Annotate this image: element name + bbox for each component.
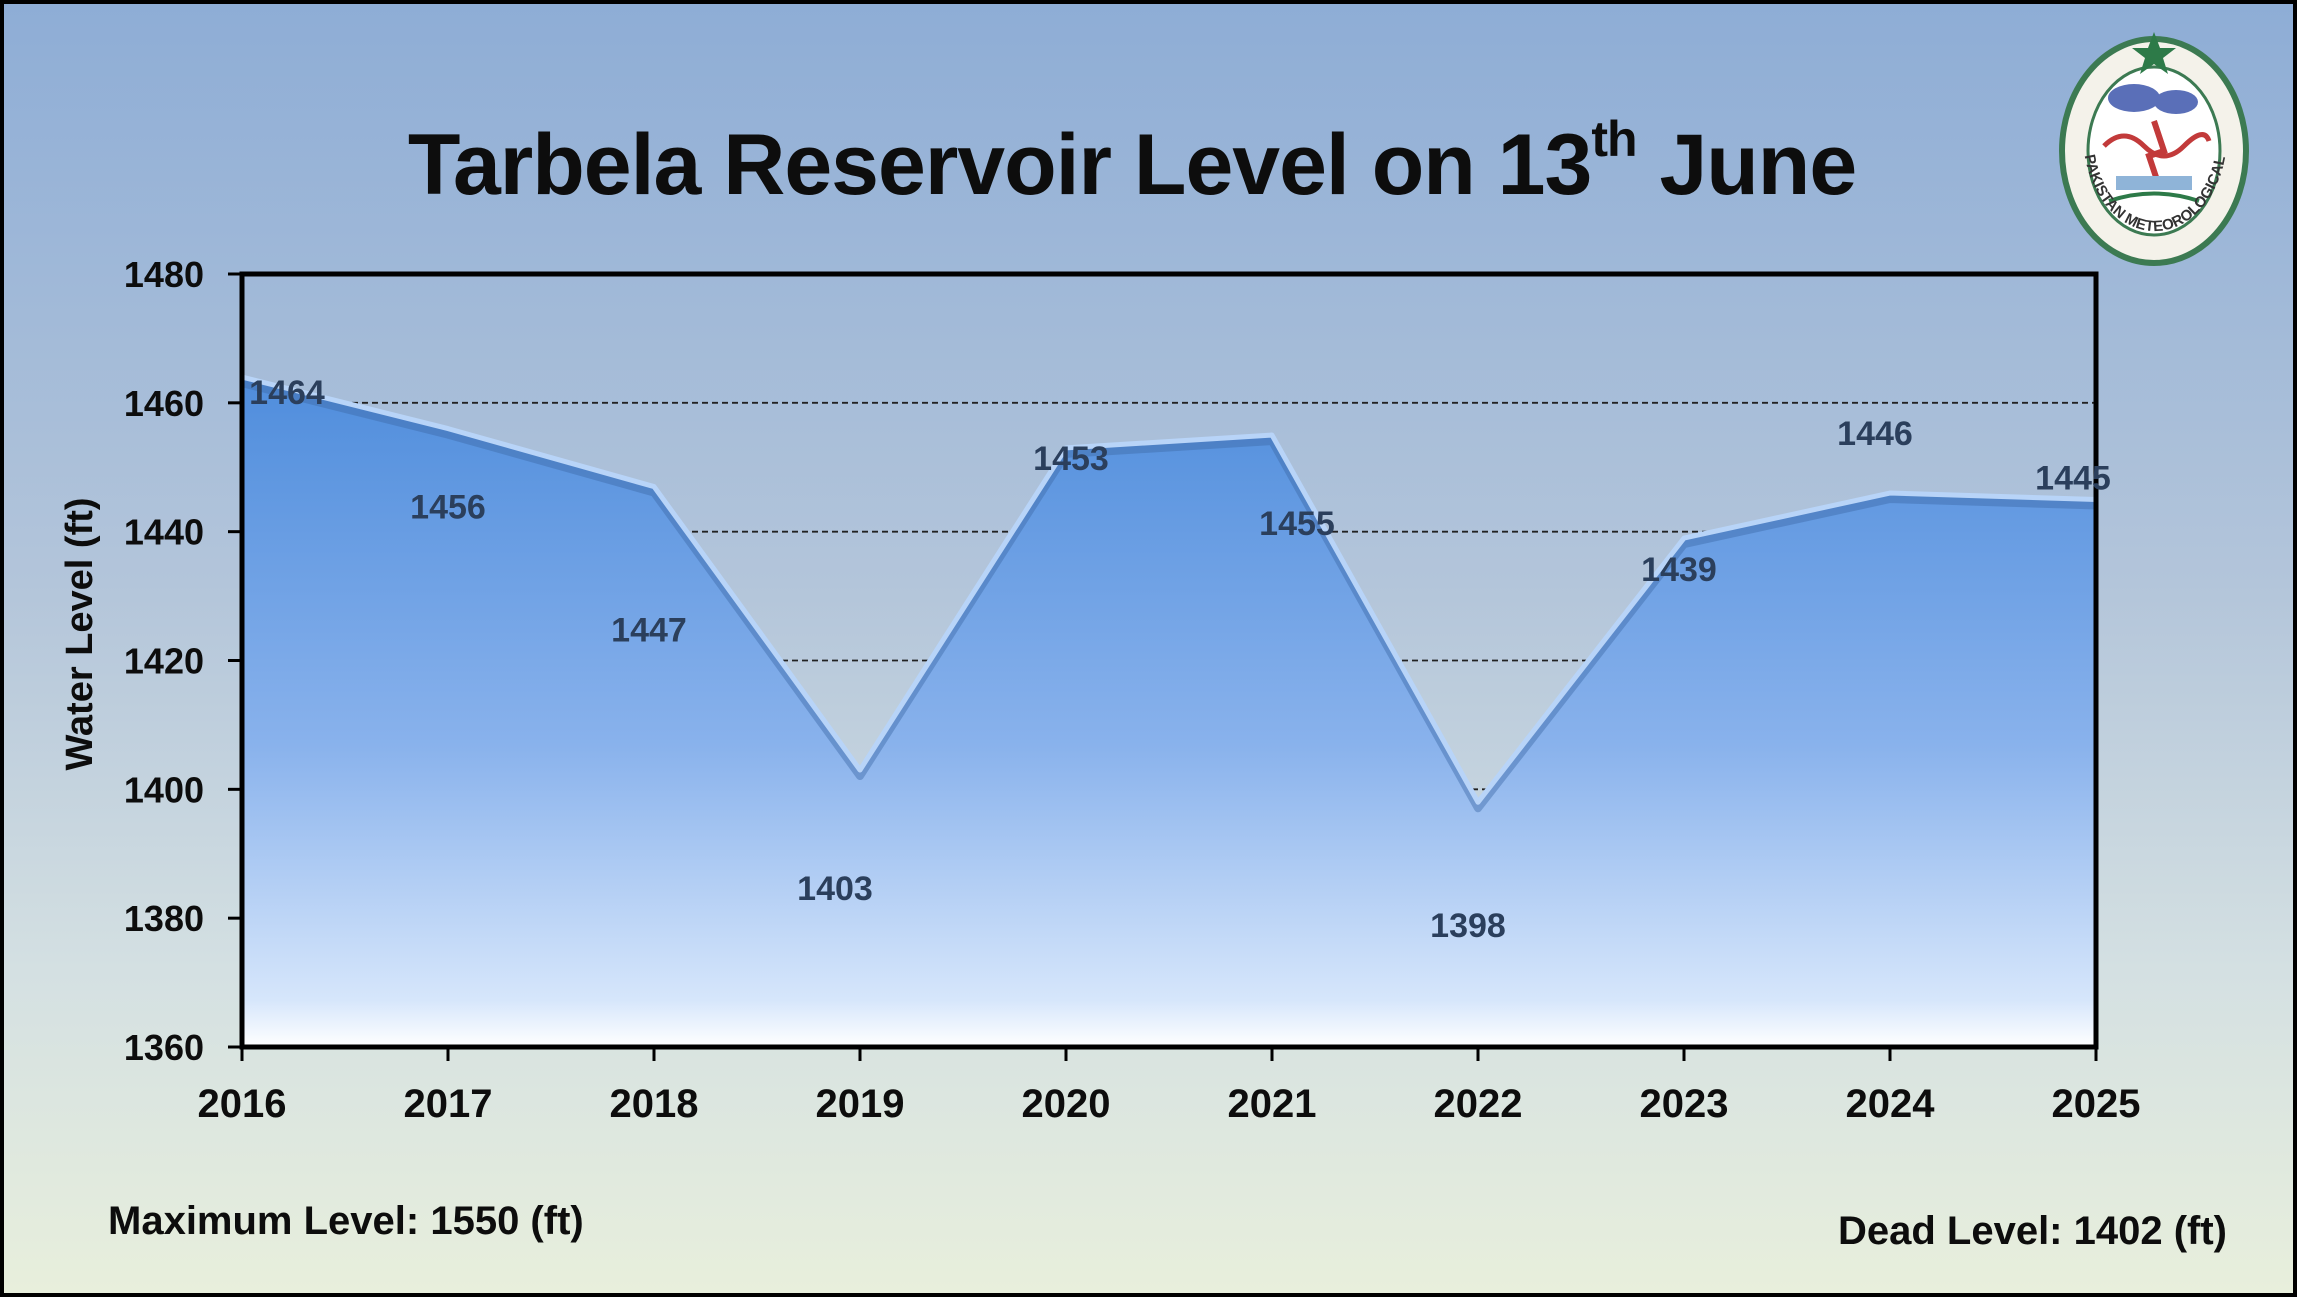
data-label: 1439 xyxy=(1641,551,1717,589)
data-label: 1398 xyxy=(1430,907,1506,945)
data-label: 1403 xyxy=(797,870,873,908)
data-label: 1453 xyxy=(1033,440,1109,478)
y-tick-label: 1440 xyxy=(124,512,204,553)
x-tick-label: 2018 xyxy=(610,1082,699,1126)
x-tick-label: 2019 xyxy=(816,1082,905,1126)
area-edge-shadow xyxy=(241,379,2097,813)
pmd-seal-logo: PAKISTAN METEOROLOGICAL DEPARTMENT xyxy=(2054,26,2249,266)
area-edge xyxy=(241,374,2097,805)
y-axis: 1360 1380 1400 1420 1440 1460 1480 xyxy=(124,254,242,1068)
x-tick-label: 2020 xyxy=(1022,1082,1111,1126)
x-tick-label: 2023 xyxy=(1640,1082,1729,1126)
x-tick-label: 2024 xyxy=(1846,1082,1936,1126)
x-tick-label: 2025 xyxy=(2052,1082,2141,1126)
data-label: 1447 xyxy=(611,612,687,650)
x-tick-label: 2017 xyxy=(404,1082,493,1126)
data-label: 1456 xyxy=(410,489,486,527)
y-tick-label: 1420 xyxy=(124,641,204,682)
data-labels: 1464 1456 1447 1403 1453 1455 1398 1439 1446 1445 xyxy=(249,374,2111,945)
data-label: 1445 xyxy=(2035,459,2111,497)
x-tick-label: 2016 xyxy=(198,1082,287,1126)
y-tick-label: 1380 xyxy=(124,898,204,939)
y-tick-label: 1360 xyxy=(124,1027,204,1068)
data-label: 1464 xyxy=(249,374,325,412)
area-fill xyxy=(242,377,2096,1048)
y-tick-label: 1460 xyxy=(124,383,204,424)
x-tick-label: 2021 xyxy=(1228,1082,1317,1126)
data-label: 1455 xyxy=(1259,505,1335,543)
y-tick-label: 1400 xyxy=(124,769,204,810)
area-series xyxy=(241,374,2097,1048)
maximum-level-note: Maximum Level: 1550 (ft) xyxy=(108,1199,584,1243)
x-tick-label: 2022 xyxy=(1434,1082,1523,1126)
data-label: 1446 xyxy=(1837,415,1913,453)
chart-title: Tarbela Reservoir Level on 13th June xyxy=(407,111,1857,213)
y-tick-label: 1480 xyxy=(124,254,204,295)
x-axis: 2016 2017 2018 2019 2020 2021 2022 2023 2024 2025 xyxy=(198,1047,2141,1126)
y-axis-label: Water Level (ft) xyxy=(59,497,101,770)
dead-level-note: Dead Level: 1402 (ft) xyxy=(1837,1209,2227,1253)
